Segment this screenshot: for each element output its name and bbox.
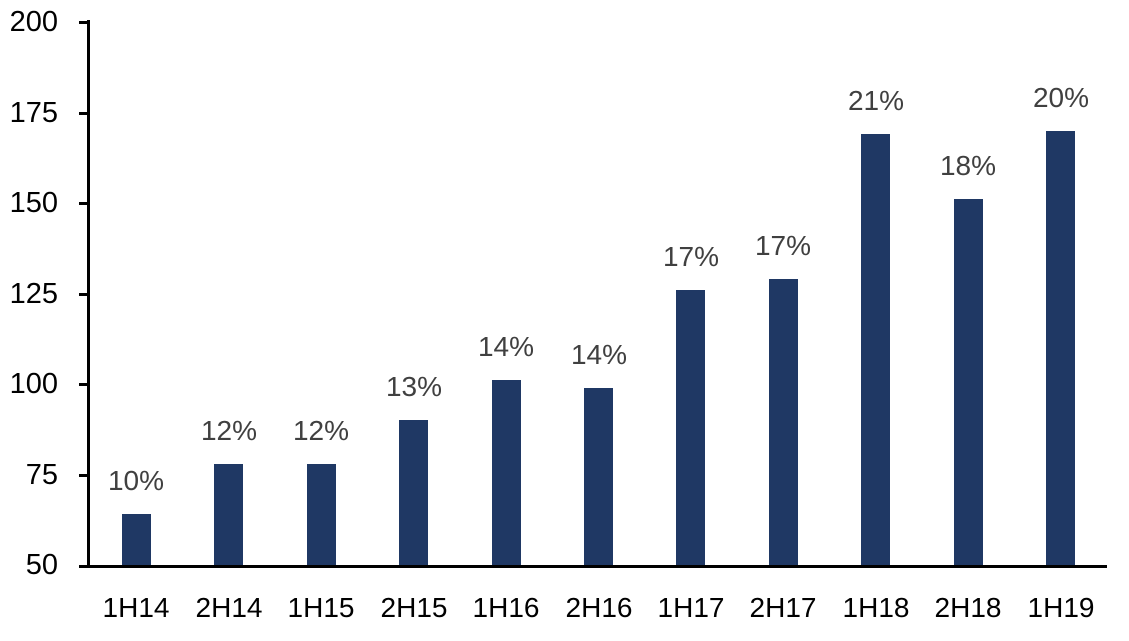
bar-value-label: 21% <box>847 85 905 116</box>
bar-1H17 <box>676 290 705 565</box>
bar-1H18 <box>861 134 890 565</box>
bar-value-label: 18% <box>939 150 997 181</box>
bar-1H14 <box>122 514 151 565</box>
y-axis-tick-mark <box>79 112 87 115</box>
bar-value-label: 13% <box>385 371 443 402</box>
bar-value-label: 17% <box>662 241 720 272</box>
x-axis-category-label: 1H15 <box>287 592 355 623</box>
bar-value-label: 20% <box>1032 82 1090 113</box>
x-axis-category-label: 2H15 <box>380 592 448 623</box>
bar-1H15 <box>307 464 336 565</box>
y-axis-tick-label: 150 <box>9 187 58 219</box>
bar-1H19 <box>1046 131 1075 565</box>
x-axis-line <box>79 565 1107 568</box>
bar-value-label: 14% <box>477 331 535 362</box>
y-axis-tick-mark <box>79 202 87 205</box>
bar-1H16 <box>492 380 521 565</box>
bar-value-label: 10% <box>107 465 165 496</box>
x-axis-category-label: 1H18 <box>842 592 910 623</box>
bar-2H17 <box>769 279 798 565</box>
bar-value-label: 14% <box>570 339 628 370</box>
y-axis-tick-label: 50 <box>25 549 58 581</box>
bar-value-label: 12% <box>200 415 258 446</box>
x-axis-category-label: 2H18 <box>934 592 1002 623</box>
x-axis-category-label: 2H14 <box>195 592 263 623</box>
y-axis-tick-label: 75 <box>25 459 58 491</box>
x-axis-category-label: 1H14 <box>102 592 170 623</box>
y-axis-tick-label: 175 <box>9 97 58 129</box>
x-axis-category-label: 1H16 <box>472 592 540 623</box>
y-axis-tick-label: 100 <box>9 368 58 400</box>
x-axis-category-label: 1H17 <box>657 592 725 623</box>
bar-value-label: 17% <box>754 230 812 261</box>
bar-2H14 <box>214 464 243 565</box>
y-axis-tick-label: 125 <box>9 278 58 310</box>
x-axis-category-label: 2H17 <box>749 592 817 623</box>
y-axis-tick-label: 200 <box>9 6 58 38</box>
y-axis-tick-mark <box>79 474 87 477</box>
x-axis-category-label: 2H16 <box>565 592 633 623</box>
y-axis-tick-mark <box>79 383 87 386</box>
y-axis-line <box>87 20 90 568</box>
bar-2H18 <box>954 199 983 565</box>
x-axis-category-label: 1H19 <box>1027 592 1095 623</box>
bar-2H15 <box>399 420 428 565</box>
y-axis-tick-mark <box>79 293 87 296</box>
bar-value-label: 12% <box>292 415 350 446</box>
bar-2H16 <box>584 388 613 565</box>
y-axis-tick-mark <box>79 21 87 24</box>
